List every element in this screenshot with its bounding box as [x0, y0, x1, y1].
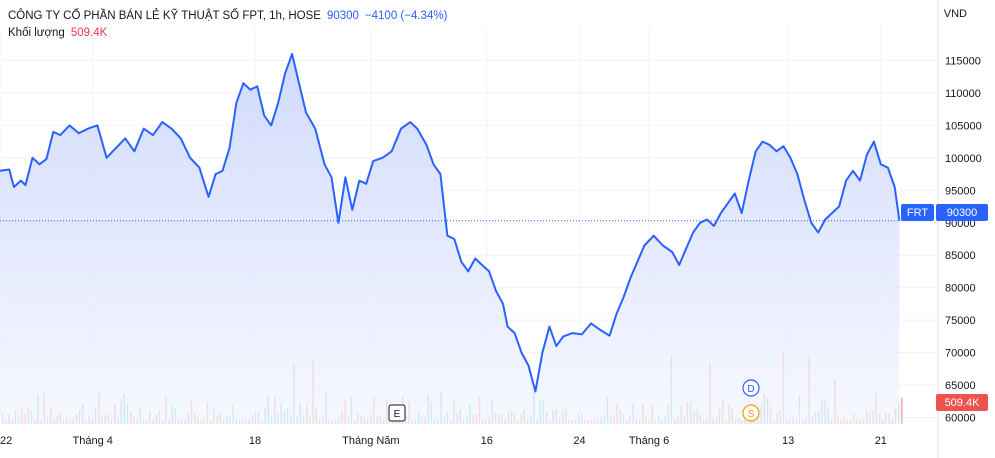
price-badge-value: 90300 [947, 207, 978, 219]
y-tick-label: 65000 [945, 380, 976, 392]
price-badge: FRT 90300 [901, 204, 988, 221]
earnings-marker[interactable]: E [388, 404, 406, 422]
chart-legend: CÔNG TY CỔ PHẦN BÁN LẺ KỸ THUẬT SỐ FPT, … [8, 8, 447, 42]
x-tick-label: 22 [0, 435, 12, 447]
marker-letter: E [394, 409, 401, 420]
marker-letter: D [747, 384, 754, 395]
x-tick-label: Tháng Năm [342, 435, 399, 447]
y-axis: 6000065000700007500080000850009000095000… [945, 55, 982, 424]
event-markers[interactable]: E D S [388, 379, 760, 422]
earnings-icon [388, 404, 406, 422]
x-tick-label: Tháng 4 [73, 435, 113, 447]
y-tick-label: 110000 [945, 88, 981, 100]
y-tick-label: 105000 [945, 120, 982, 132]
x-tick-label: 18 [249, 435, 261, 447]
split-marker[interactable]: S [742, 404, 760, 422]
split-icon [742, 404, 760, 422]
x-tick-label: 24 [573, 435, 585, 447]
axis-unit: VND [943, 8, 967, 20]
y-tick-label: 95000 [945, 185, 976, 197]
marker-letter: S [748, 409, 755, 420]
y-tick-label: 80000 [945, 283, 976, 295]
x-tick-label: Tháng 6 [629, 435, 669, 447]
volume-badge: 509.4K [936, 394, 988, 411]
last-price: 90300 [326, 10, 359, 22]
symbol-title[interactable]: CÔNG TY CỔ PHẦN BÁN LẺ KỸ THUẬT SỐ FPT, … [8, 10, 321, 22]
y-tick-label: 85000 [945, 250, 976, 262]
y-tick-label: 100000 [945, 153, 982, 165]
price-change: −4100 (−4.34%) [364, 10, 448, 22]
y-tick-label: 115000 [945, 55, 981, 67]
price-line [0, 53, 901, 393]
x-tick-label: 13 [782, 435, 794, 447]
volume-value: 509.4K [70, 27, 108, 39]
y-tick-label: 75000 [945, 315, 976, 327]
y-tick-label: 60000 [945, 413, 976, 425]
price-area-fill [0, 54, 900, 424]
y-tick-label: 70000 [945, 348, 976, 360]
volume-label[interactable]: Khối lượng [8, 27, 65, 39]
price-badge-symbol: FRT [907, 207, 928, 219]
x-tick-label: 16 [481, 435, 493, 447]
x-axis: 22 Tháng 4 18 Tháng Năm 16 24 Tháng 6 13 21 [0, 435, 887, 447]
x-tick-label: 21 [875, 435, 887, 447]
dividend-marker[interactable]: D [742, 379, 760, 397]
volume-badge-value: 509.4K [945, 397, 981, 409]
dividend-icon [742, 379, 760, 397]
volume-bar [901, 397, 903, 424]
